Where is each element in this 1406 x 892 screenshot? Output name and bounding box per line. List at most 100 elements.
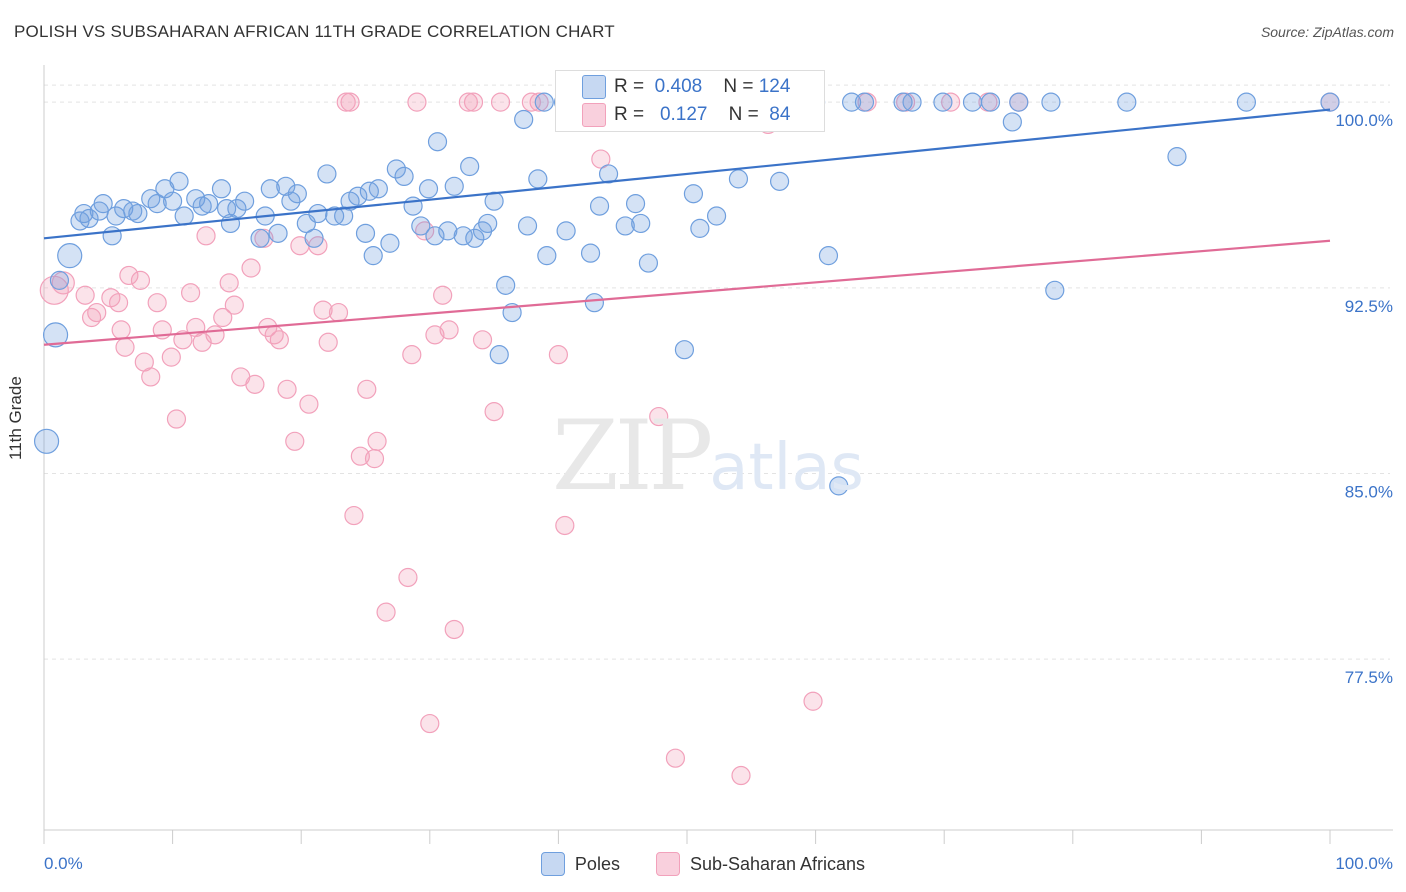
africans-point	[407, 92, 427, 112]
africans-point	[161, 347, 181, 367]
poles-r-label: R =	[614, 76, 645, 97]
africans-point	[269, 330, 289, 350]
poles-point	[902, 92, 922, 112]
poles-point	[317, 164, 337, 184]
legend-swatch-poles	[540, 852, 565, 876]
poles-point	[683, 184, 704, 204]
africans-point	[420, 713, 440, 734]
africans-point	[219, 273, 239, 293]
poles-point	[631, 213, 651, 234]
poles-n-value: 124	[758, 76, 791, 97]
africans-point	[241, 258, 261, 278]
africans-n-value: 84	[769, 104, 791, 125]
africans-point	[439, 320, 459, 340]
poles-point	[1117, 92, 1137, 112]
legend-item-poles[interactable]: Poles	[540, 852, 620, 876]
poles-point	[496, 275, 516, 295]
legend-item-africans[interactable]: Sub-Saharan Africans	[655, 852, 865, 876]
africans-point	[548, 345, 569, 365]
poles-point	[268, 223, 288, 243]
africans-trend-line	[43, 239, 1331, 346]
africans-point	[111, 320, 131, 340]
poles-point	[427, 132, 448, 152]
africans-point	[591, 149, 611, 169]
africans-point	[402, 345, 422, 365]
poles-point	[514, 109, 534, 130]
y-tick-label: 77.5%	[1345, 668, 1393, 687]
poles-point	[42, 322, 69, 348]
poles-point	[438, 221, 458, 241]
africans-point	[941, 92, 961, 112]
poles-point	[147, 194, 167, 214]
africans-point	[213, 307, 233, 328]
africans-point	[147, 293, 167, 313]
africans-r-value: 0.127	[659, 104, 708, 125]
poles-point	[478, 213, 498, 234]
poles-point	[1045, 280, 1065, 300]
poles-point	[348, 186, 368, 206]
africans-point	[376, 602, 396, 622]
poles-point	[128, 203, 148, 224]
poles-point	[394, 166, 414, 187]
poles-point	[235, 191, 255, 211]
poles-point	[281, 191, 301, 211]
poles-point	[287, 184, 307, 204]
poles-point	[829, 476, 849, 496]
africans-point	[529, 92, 549, 112]
africans-point	[119, 265, 139, 286]
poles-point	[1236, 92, 1257, 112]
poles-point	[211, 179, 232, 199]
poles-point	[1167, 147, 1187, 167]
africans-point	[731, 765, 751, 786]
y-tick-label: 85.0%	[1345, 482, 1393, 501]
poles-point	[818, 246, 839, 266]
poles-point	[260, 179, 280, 199]
poles-point	[615, 216, 635, 236]
poles-point	[304, 228, 324, 248]
poles-point	[706, 206, 727, 226]
poles-point	[728, 169, 749, 189]
africans-point	[665, 748, 686, 768]
poles-point	[49, 270, 70, 290]
africans-point	[490, 92, 511, 112]
poles-point	[517, 216, 538, 236]
y-tick-label: 100.0%	[1335, 111, 1393, 130]
poles-trend-line	[43, 108, 1331, 240]
africans-point	[108, 293, 129, 313]
chart-title: POLISH VS SUBSAHARAN AFRICAN 11TH GRADE …	[14, 22, 615, 41]
poles-point	[33, 428, 60, 454]
poles-point	[556, 221, 576, 241]
poles-point	[598, 164, 619, 184]
poles-point	[355, 223, 376, 243]
africans-point	[433, 285, 453, 305]
africans-point	[484, 402, 504, 422]
africans-point	[344, 505, 364, 526]
x-tick-label-max: 100.0%	[1335, 854, 1393, 873]
africans-point	[350, 446, 370, 466]
poles-point	[534, 92, 554, 112]
africans-point	[328, 302, 349, 323]
africans-point	[444, 619, 464, 640]
poles-point	[769, 171, 790, 191]
poles-point	[141, 189, 161, 209]
africans-point	[398, 567, 418, 588]
africans-point	[205, 325, 225, 345]
poles-point	[186, 189, 206, 209]
africans-point	[173, 330, 193, 350]
poles-point	[308, 203, 328, 224]
poles-point	[227, 198, 247, 219]
poles-swatch	[582, 75, 606, 99]
africans-n-label: N =	[728, 104, 759, 125]
africans-point	[318, 332, 338, 352]
africans-point	[245, 374, 265, 394]
stats-row-poles: R = 0.408 N = 124	[556, 73, 790, 101]
poles-point	[453, 226, 473, 246]
africans-point	[166, 409, 187, 429]
poles-point	[123, 201, 143, 221]
africans-point	[115, 337, 135, 357]
africans-point	[141, 367, 161, 387]
africans-point	[87, 302, 107, 323]
africans-point	[364, 449, 385, 469]
africans-point	[458, 92, 478, 112]
